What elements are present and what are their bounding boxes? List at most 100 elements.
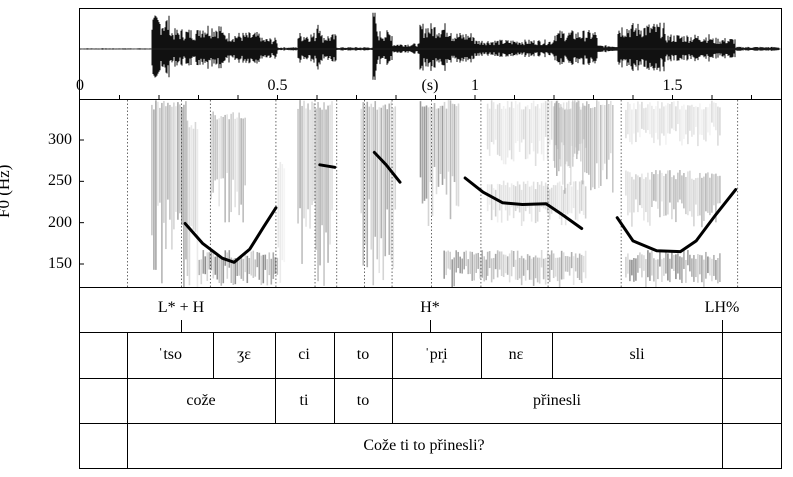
spectrogram-cell (528, 186, 531, 214)
y-axis-title: F0 (Hz) (0, 164, 13, 218)
spectrogram-cell (244, 250, 247, 273)
word-label: cože (186, 392, 216, 409)
spectrogram-cell (610, 100, 612, 154)
spectrogram-cell (639, 104, 641, 138)
spectrogram-cell (469, 251, 471, 274)
spectrogram-cell (518, 184, 521, 213)
spectrogram-cell (552, 106, 555, 161)
spectrogram-cell (685, 259, 687, 283)
spectrogram-cell (250, 251, 253, 276)
spectrogram-cell (566, 109, 569, 167)
spectrogram-cell (568, 181, 571, 213)
spectrogram-cell (596, 100, 598, 164)
spectrogram-cell (655, 170, 657, 202)
spectrogram-cell (262, 254, 265, 284)
spectrogram-cell (651, 172, 653, 208)
spectrogram-cell (449, 100, 452, 220)
spectrogram-cell (713, 174, 715, 206)
spectrogram-cell (713, 254, 715, 276)
spectrogram-cell (492, 102, 495, 145)
spectrogram-cell (673, 255, 675, 271)
spectrogram-cell (572, 181, 575, 209)
spectrogram-cell (657, 101, 659, 140)
spectrogram-cell (707, 107, 709, 133)
tier-divider-2 (79, 378, 782, 379)
spectrogram-cell (574, 103, 577, 148)
spectrogram-cell (378, 107, 381, 274)
spectrogram-cell (153, 109, 155, 270)
spectrogram-cell (431, 106, 434, 216)
spectrogram-cell (463, 251, 465, 270)
spectrogram-cell (709, 177, 711, 216)
spectrogram-cell (486, 251, 489, 276)
spectrogram-cell (325, 109, 327, 233)
spectrogram-cell (627, 253, 629, 274)
spectrogram-cell (222, 259, 225, 284)
spectrogram-cell (655, 259, 657, 287)
spectrogram-cell (163, 100, 165, 223)
spectrogram-cell (256, 252, 259, 268)
spectrogram-cell (490, 100, 493, 143)
spectrogram-cell (504, 185, 507, 211)
spectrogram-cell (508, 253, 511, 283)
spectrogram-cell (441, 105, 444, 185)
spectrogram-cell (647, 172, 649, 223)
spectrogram-cell (588, 103, 590, 175)
spectrogram-cell (663, 175, 665, 217)
spectrogram-cell (540, 250, 543, 268)
spectrogram-cell (625, 109, 627, 139)
spectrogram-cell (200, 259, 203, 285)
spectrogram-cell (703, 176, 705, 221)
spectrogram-cell (719, 107, 721, 136)
spectrogram-cell (627, 101, 629, 135)
spectrogram-cell (218, 118, 220, 207)
tone-label: LH% (704, 299, 740, 316)
spectrogram-cell (576, 102, 578, 160)
spectrogram-cell (494, 253, 497, 270)
spectrogram-cell (576, 100, 579, 155)
spectrogram-cell (566, 256, 569, 272)
spectrogram-cell (437, 108, 440, 187)
spectrogram-cell (536, 182, 539, 222)
spectrogram-cell (641, 254, 643, 278)
spectrogram-cell (629, 259, 631, 282)
spectrogram-cell (518, 257, 521, 279)
spectrogram-cell (528, 109, 531, 155)
boundary (275, 332, 276, 423)
spectrogram-cell (629, 172, 631, 213)
boundary (392, 332, 393, 423)
spectrogram-cell (580, 109, 582, 162)
spectrogram-cell (564, 108, 567, 165)
spectrogram-cell (556, 182, 559, 213)
spectrogram-cell (175, 106, 177, 212)
spectrogram-cell (266, 259, 269, 286)
spectrogram-cell (580, 107, 583, 144)
time-tick-label: 1.5 (662, 77, 683, 94)
spectrogram-cell (560, 250, 563, 280)
waveform-svg (80, 12, 781, 99)
spectrogram-cell (427, 107, 430, 226)
spectrogram-cell (232, 258, 235, 286)
spectrogram-cell (564, 109, 566, 194)
spectrogram-cell (637, 255, 639, 273)
spectrogram-cell (719, 253, 721, 283)
spectrogram-cell (522, 181, 525, 222)
spectrogram-cell (635, 258, 637, 281)
spectrogram-cell (486, 103, 489, 150)
tone-tick (181, 320, 182, 332)
spectrogram-cell (717, 258, 719, 284)
spectrogram-cell (566, 183, 569, 215)
spectrogram-cell (574, 253, 577, 272)
spectrogram-cell (556, 257, 559, 282)
spectrogram-cell (709, 103, 711, 136)
spectrogram-cell (382, 105, 385, 281)
spectrogram-cell (228, 250, 231, 268)
spectrogram-cell (496, 104, 499, 155)
spectrogram-cell (705, 173, 707, 212)
f0-contour-segment (615, 188, 738, 254)
spectrogram-cell (629, 103, 631, 143)
spectrogram-cell (321, 109, 323, 226)
spectrogram-cell (701, 109, 703, 136)
f0-contour-segment (318, 163, 337, 169)
spectrogram-cell (542, 185, 545, 209)
